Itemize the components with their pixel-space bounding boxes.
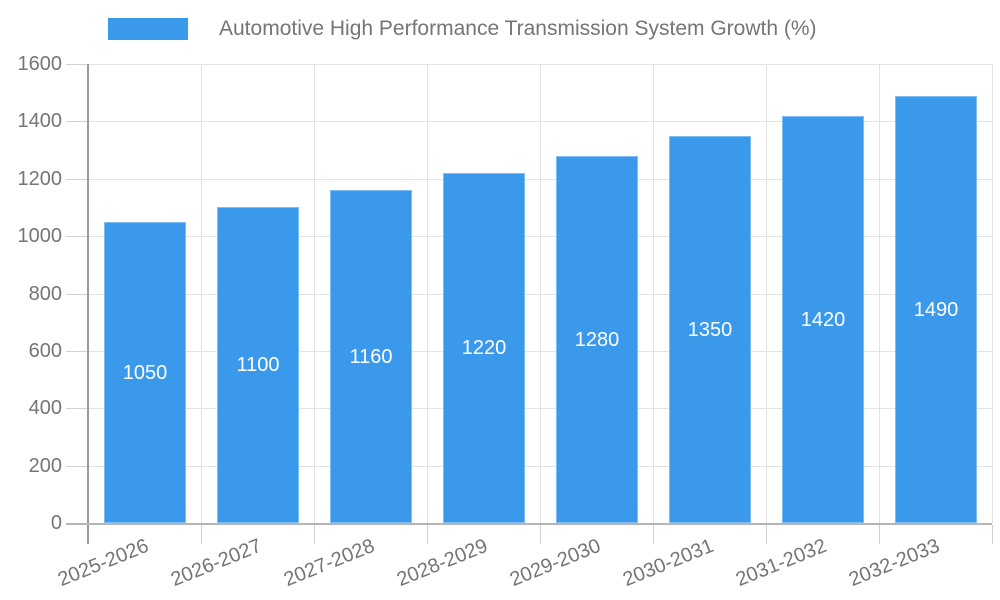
x-tick-label: 2030-2031 [620,534,718,592]
x-tick-label: 2025-2026 [55,534,153,592]
bar-value-label: 1050 [122,362,168,384]
x-tick [766,525,767,544]
legend-swatch-icon [108,18,188,40]
x-tick-label: 2029-2030 [507,534,605,592]
x-tick-label: 2028-2029 [394,534,492,592]
v-gridline [879,64,880,523]
y-tick [66,351,88,352]
y-tick [66,408,88,409]
x-tick [540,525,541,544]
x-tick-label: 2027-2028 [281,534,379,592]
y-tick-label: 400 [28,397,62,419]
y-tick [66,179,88,180]
y-tick [66,294,88,295]
bar-2030-2031[interactable] [669,136,751,523]
x-tick-label: 2026-2027 [168,534,266,592]
y-tick-label: 0 [50,512,62,534]
bar-value-label: 1160 [349,346,393,368]
y-tick-label: 800 [28,283,62,305]
bar-2025-2026[interactable] [104,222,186,523]
y-tick [66,236,88,237]
bar-2027-2028[interactable] [330,190,412,523]
x-tick [992,525,993,544]
bar-2032-2033[interactable] [895,96,977,523]
bar-value-label: 1100 [236,354,280,376]
x-tick-label: 2031-2032 [733,534,831,592]
legend-label: Automotive High Performance Transmission… [219,17,817,40]
x-tick-label: 2032-2033 [846,534,944,592]
y-tick-label: 600 [28,340,62,362]
x-tick [314,525,315,544]
y-tick-label: 1600 [17,53,63,75]
x-tick [201,525,202,544]
y-tick-label: 1400 [17,110,63,132]
y-tick-label: 200 [28,455,62,477]
bar-value-label: 1220 [461,337,507,359]
v-gridline [653,64,654,523]
v-gridline [427,64,428,523]
v-gridline [766,64,767,523]
bar-2026-2027[interactable] [217,207,299,523]
y-tick [66,64,88,65]
v-gridline [992,64,993,523]
bar-2029-2030[interactable] [556,156,638,523]
v-gridline [201,64,202,523]
y-tick-label: 1000 [17,225,63,247]
bar-2031-2032[interactable] [782,116,864,523]
y-tick-label: 1200 [17,168,63,190]
bar-value-label: 1350 [687,319,733,341]
bar-value-label: 1280 [574,329,620,351]
bar-2028-2029[interactable] [443,173,525,523]
x-tick [653,525,654,544]
y-tick [66,121,88,122]
bar-value-label: 1420 [800,309,846,331]
v-gridline [540,64,541,523]
y-axis-line [87,64,89,544]
y-tick [66,466,88,467]
x-tick [427,525,428,544]
v-gridline [314,64,315,523]
legend-item[interactable]: Automotive High Performance Transmission… [108,17,817,41]
bar-value-label: 1490 [913,299,959,321]
x-tick [879,525,880,544]
x-axis-line [66,523,992,525]
